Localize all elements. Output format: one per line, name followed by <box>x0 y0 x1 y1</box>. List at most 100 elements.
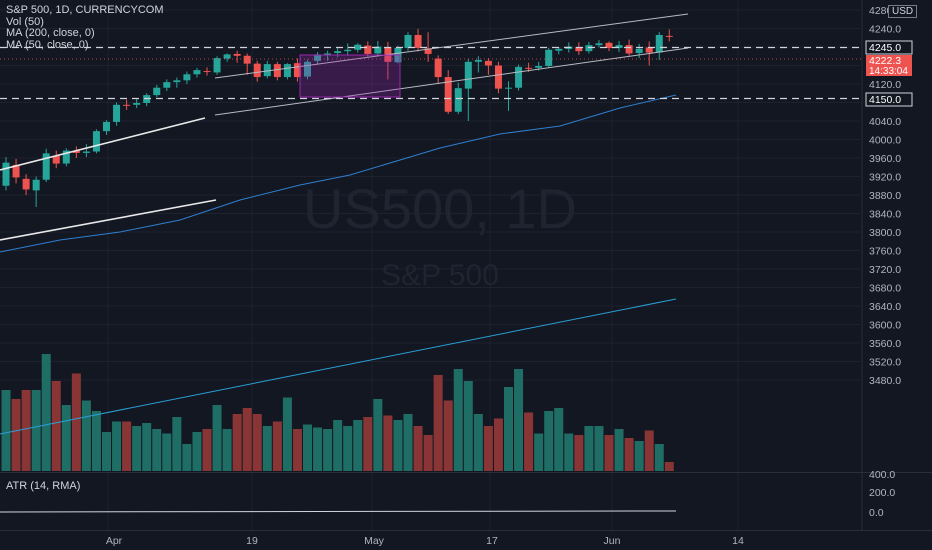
volume-bar <box>1 390 11 471</box>
currency-badge[interactable]: USD <box>888 5 918 18</box>
volume-bar <box>383 415 393 471</box>
price-axis: 4280.04240.04200.04160.04120.04080.04040… <box>106 0 901 547</box>
candle-body <box>484 60 492 66</box>
volume-bars <box>1 354 674 471</box>
channel-top-line <box>214 13 689 79</box>
watermark-ticker: US500, 1D <box>303 177 577 240</box>
candle-body <box>243 55 251 64</box>
atr-tick-label: 0.0 <box>869 507 884 519</box>
volume-bar <box>21 390 31 471</box>
volume-bar <box>403 414 413 471</box>
volume-bar <box>132 426 142 471</box>
atr-tick-label: 200.0 <box>869 487 895 499</box>
countdown-label: 14:33:04 <box>869 66 908 77</box>
volume-bar <box>504 387 513 471</box>
candle-body <box>153 87 161 96</box>
volume-bar <box>242 408 252 471</box>
volume-bar <box>534 433 544 471</box>
volume-bar <box>182 444 192 471</box>
candle-body <box>52 155 60 164</box>
last-price-badge <box>866 55 912 76</box>
candle-body <box>545 49 553 66</box>
candle-body <box>364 45 372 54</box>
volume-bar <box>524 412 534 471</box>
time-tick-label: 17 <box>486 535 498 547</box>
candle-body <box>505 87 512 89</box>
watermark-name: S&P 500 <box>381 259 499 292</box>
atr-indicator-label[interactable]: ATR (14, RMA) <box>6 480 81 492</box>
volume-bar <box>514 369 524 471</box>
candle-body <box>464 61 472 89</box>
volume-bar <box>152 429 162 471</box>
candle-body <box>32 179 40 191</box>
candle-body <box>12 164 20 178</box>
candle-body <box>293 63 301 78</box>
volume-bar <box>11 399 21 471</box>
volume-bar <box>353 420 363 471</box>
ma200-line <box>0 298 677 435</box>
symbol-title[interactable]: S&P 500, 1D, CURRENCYCOM <box>6 4 164 16</box>
volume-bar <box>61 405 71 471</box>
candle-body <box>133 102 141 105</box>
candle-body <box>223 54 231 59</box>
ma200-indicator-label[interactable]: MA (200, close, 0) <box>6 27 95 40</box>
ma50-indicator-label[interactable]: MA (50, close, 0) <box>6 38 89 51</box>
candle-body <box>253 63 261 78</box>
price-tick-label: 3920.0 <box>869 172 901 184</box>
candle-body <box>555 48 563 51</box>
candle-body <box>665 35 673 37</box>
candle-body <box>324 53 332 55</box>
volume-bar <box>91 411 101 471</box>
volume-bar <box>292 429 302 471</box>
volume-bar <box>323 429 333 471</box>
volume-bar <box>333 420 343 471</box>
volume-indicator-label[interactable]: Vol (50) <box>6 15 44 28</box>
price-tick-label: 3600.0 <box>869 320 901 332</box>
volume-bar <box>282 397 292 471</box>
volume-bar <box>393 420 403 471</box>
candle-body <box>404 34 412 48</box>
candle-body <box>414 34 422 48</box>
candle-body <box>123 104 131 106</box>
volume-bar <box>594 426 604 471</box>
consolidation-box <box>299 54 401 98</box>
candle-body <box>72 150 80 153</box>
volume-bar <box>644 430 654 471</box>
candle-body <box>344 49 352 52</box>
candle-body <box>103 121 110 132</box>
volume-bar <box>222 429 232 471</box>
candle-body <box>575 47 583 52</box>
legend: S&P 500, 1D, CURRENCYCOM Vol (50) MA (20… <box>6 4 164 51</box>
price-tick-label: 3520.0 <box>869 357 901 369</box>
volume-bar <box>71 373 81 471</box>
price-badges: 4245.0 4222.3 14:33:04 4150.0 <box>865 40 913 107</box>
volume-bar <box>212 405 222 471</box>
volume-bar <box>272 421 282 471</box>
volume-bar <box>112 421 122 471</box>
volume-bar <box>483 426 493 471</box>
volume-bar <box>303 424 312 471</box>
candle-body <box>625 45 633 54</box>
candle-body <box>655 34 663 53</box>
volume-bar <box>252 414 262 471</box>
price-tick-label: 4000.0 <box>869 135 901 147</box>
candle-body <box>163 82 171 88</box>
last-price-label: 4222.3 <box>869 55 901 67</box>
volume-bar <box>202 429 212 471</box>
candle-body <box>42 153 50 180</box>
volume-bar <box>122 421 132 471</box>
candle-body <box>474 59 482 62</box>
price-tick-label: 3880.0 <box>869 190 901 202</box>
volume-bar <box>81 400 91 471</box>
price-tick-label: 3760.0 <box>869 246 901 258</box>
candle-body <box>22 178 30 190</box>
volume-bar <box>102 432 111 471</box>
price-tick-label: 3480.0 <box>869 375 901 387</box>
candle-body <box>314 54 322 61</box>
channel-bottom-line <box>214 47 689 116</box>
volume-bar <box>51 381 61 471</box>
candle-body <box>645 47 653 53</box>
candle-body <box>203 71 211 73</box>
volume-bar <box>443 400 453 471</box>
